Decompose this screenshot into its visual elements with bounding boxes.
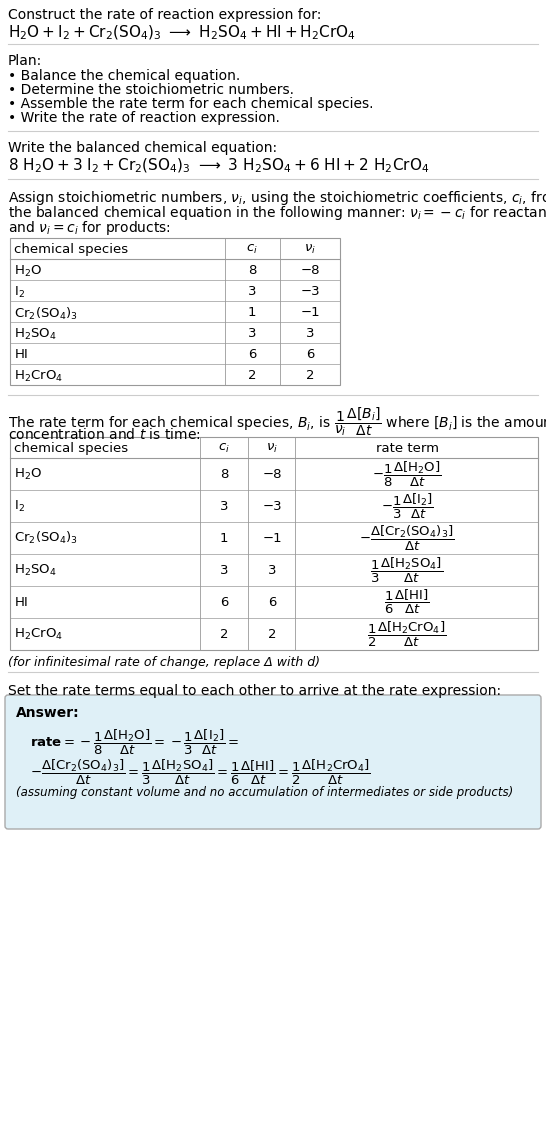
- Text: $\mathrm{H_2CrO_4}$: $\mathrm{H_2CrO_4}$: [14, 626, 63, 642]
- Text: $\mathrm{8\ H_2O + 3\ I_2 + Cr_2(SO_4)_3}$$\ \longrightarrow\ $$\mathrm{3\ H_2SO: $\mathrm{8\ H_2O + 3\ I_2 + Cr_2(SO_4)_3…: [8, 157, 429, 175]
- Text: $\nu_i$: $\nu_i$: [304, 244, 316, 256]
- Text: 6: 6: [248, 348, 256, 361]
- Text: $\mathrm{I_2}$: $\mathrm{I_2}$: [14, 284, 25, 300]
- Text: $\mathrm{Cr_2(SO_4)_3}$: $\mathrm{Cr_2(SO_4)_3}$: [14, 306, 78, 322]
- Text: $\mathrm{H_2SO_4}$: $\mathrm{H_2SO_4}$: [14, 562, 57, 578]
- Text: $\mathrm{H_2O + I_2 + Cr_2(SO_4)_3}$$\ \longrightarrow\ $$\mathrm{H_2SO_4 + HI +: $\mathrm{H_2O + I_2 + Cr_2(SO_4)_3}$$\ \…: [8, 24, 356, 42]
- Text: $\dfrac{1}{2}\dfrac{\Delta[\mathrm{H_2CrO_4}]}{\Delta t}$: $\dfrac{1}{2}\dfrac{\Delta[\mathrm{H_2Cr…: [367, 619, 447, 649]
- Text: 3: 3: [248, 327, 256, 340]
- Text: Set the rate terms equal to each other to arrive at the rate expression:: Set the rate terms equal to each other t…: [8, 684, 501, 698]
- Text: $\mathrm{HI}$: $\mathrm{HI}$: [14, 595, 28, 609]
- Text: $c_i$: $c_i$: [246, 244, 258, 256]
- Bar: [10, 437, 538, 650]
- Text: 6: 6: [268, 595, 276, 609]
- Text: 3: 3: [306, 327, 314, 340]
- Text: (assuming constant volume and no accumulation of intermediates or side products): (assuming constant volume and no accumul…: [16, 786, 513, 799]
- Text: $-\dfrac{1}{8}\dfrac{\Delta[\mathrm{H_2O}]}{\Delta t}$: $-\dfrac{1}{8}\dfrac{\Delta[\mathrm{H_2O…: [372, 460, 442, 488]
- Text: $\mathrm{H_2O}$: $\mathrm{H_2O}$: [14, 467, 42, 481]
- Text: The rate term for each chemical species, $B_i$, is $\dfrac{1}{\nu_i}\dfrac{\Delt: The rate term for each chemical species,…: [8, 405, 546, 438]
- Text: 8: 8: [248, 264, 256, 277]
- Text: Answer:: Answer:: [16, 706, 80, 720]
- Text: $\mathrm{HI}$: $\mathrm{HI}$: [14, 348, 28, 361]
- Text: $-\dfrac{\Delta[\mathrm{Cr_2(SO_4)_3}]}{\Delta t}$: $-\dfrac{\Delta[\mathrm{Cr_2(SO_4)_3}]}{…: [359, 523, 455, 553]
- Text: $\nu_i$: $\nu_i$: [266, 442, 278, 455]
- Text: 8: 8: [220, 468, 228, 480]
- Text: Plan:: Plan:: [8, 53, 42, 68]
- Text: 1: 1: [248, 306, 256, 319]
- Text: $\mathrm{I_2}$: $\mathrm{I_2}$: [14, 498, 25, 513]
- Text: 2: 2: [306, 369, 314, 382]
- Text: $\mathrm{H_2SO_4}$: $\mathrm{H_2SO_4}$: [14, 327, 57, 343]
- Text: • Balance the chemical equation.: • Balance the chemical equation.: [8, 69, 240, 83]
- Text: 6: 6: [220, 595, 228, 609]
- Text: −1: −1: [300, 306, 320, 319]
- Text: concentration and $t$ is time:: concentration and $t$ is time:: [8, 427, 201, 442]
- Text: 2: 2: [248, 369, 256, 382]
- Text: $\dfrac{1}{3}\dfrac{\Delta[\mathrm{H_2SO_4}]}{\Delta t}$: $\dfrac{1}{3}\dfrac{\Delta[\mathrm{H_2SO…: [371, 555, 443, 585]
- Text: $c_i$: $c_i$: [218, 442, 230, 455]
- Text: and $\nu_i = c_i$ for products:: and $\nu_i = c_i$ for products:: [8, 218, 171, 237]
- Text: Construct the rate of reaction expression for:: Construct the rate of reaction expressio…: [8, 8, 322, 22]
- Text: 6: 6: [306, 348, 314, 361]
- Text: Assign stoichiometric numbers, $\nu_i$, using the stoichiometric coefficients, $: Assign stoichiometric numbers, $\nu_i$, …: [8, 189, 546, 207]
- Text: $-\dfrac{1}{3}\dfrac{\Delta[\mathrm{I_2}]}{\Delta t}$: $-\dfrac{1}{3}\dfrac{\Delta[\mathrm{I_2}…: [381, 492, 434, 520]
- Text: 3: 3: [219, 563, 228, 577]
- Text: $\dfrac{1}{6}\dfrac{\Delta[\mathrm{HI}]}{\Delta t}$: $\dfrac{1}{6}\dfrac{\Delta[\mathrm{HI}]}…: [384, 588, 430, 616]
- Text: Write the balanced chemical equation:: Write the balanced chemical equation:: [8, 141, 277, 155]
- Text: −8: −8: [300, 264, 320, 277]
- Text: $\mathrm{H_2CrO_4}$: $\mathrm{H_2CrO_4}$: [14, 369, 63, 385]
- Text: 1: 1: [219, 531, 228, 544]
- Text: $\mathrm{Cr_2(SO_4)_3}$: $\mathrm{Cr_2(SO_4)_3}$: [14, 530, 78, 546]
- Text: $-\dfrac{\Delta[\mathrm{Cr_2(SO_4)_3}]}{\Delta t} = \dfrac{1}{3}\dfrac{\Delta[\m: $-\dfrac{\Delta[\mathrm{Cr_2(SO_4)_3}]}{…: [30, 758, 371, 787]
- Text: • Determine the stoichiometric numbers.: • Determine the stoichiometric numbers.: [8, 83, 294, 97]
- Bar: [10, 238, 340, 385]
- Text: the balanced chemical equation in the following manner: $\nu_i = -c_i$ for react: the balanced chemical equation in the fo…: [8, 204, 546, 222]
- FancyBboxPatch shape: [5, 695, 541, 828]
- Text: −8: −8: [262, 468, 282, 480]
- Text: 3: 3: [268, 563, 276, 577]
- Text: 3: 3: [248, 284, 256, 298]
- Text: −3: −3: [262, 500, 282, 512]
- Text: chemical species: chemical species: [14, 244, 128, 256]
- Text: • Assemble the rate term for each chemical species.: • Assemble the rate term for each chemic…: [8, 97, 373, 112]
- Text: −1: −1: [262, 531, 282, 544]
- Text: $\mathbf{rate} = -\dfrac{1}{8}\dfrac{\Delta[\mathrm{H_2O}]}{\Delta t} = -\dfrac{: $\mathbf{rate} = -\dfrac{1}{8}\dfrac{\De…: [30, 728, 239, 757]
- Text: 2: 2: [219, 627, 228, 641]
- Text: 2: 2: [268, 627, 276, 641]
- Text: rate term: rate term: [376, 442, 438, 455]
- Text: (for infinitesimal rate of change, replace Δ with d): (for infinitesimal rate of change, repla…: [8, 655, 320, 669]
- Text: chemical species: chemical species: [14, 442, 128, 455]
- Text: −3: −3: [300, 284, 320, 298]
- Text: $\mathrm{H_2O}$: $\mathrm{H_2O}$: [14, 264, 42, 279]
- Text: • Write the rate of reaction expression.: • Write the rate of reaction expression.: [8, 112, 280, 125]
- Text: 3: 3: [219, 500, 228, 512]
